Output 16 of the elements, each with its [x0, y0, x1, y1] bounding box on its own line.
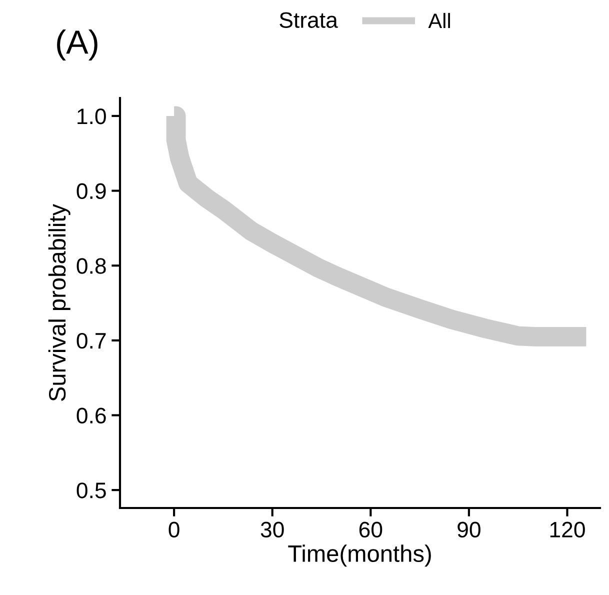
y-tick-label: 0.7 — [76, 332, 106, 349]
y-tick-label: 0.9 — [76, 183, 106, 200]
y-tick-label: 0.5 — [76, 482, 106, 498]
y-tick-label: 0.6 — [76, 408, 106, 424]
x-tick-label: 60 — [359, 522, 382, 538]
x-tick-label: 0 — [168, 522, 180, 538]
x-tick-label: 90 — [458, 522, 480, 538]
y-tick-label: 0.8 — [76, 258, 106, 274]
legend-label: All — [428, 12, 450, 28]
x-tick-label: 30 — [260, 522, 284, 538]
y-axis-title: Survival probability — [48, 204, 70, 401]
legend-title: Strata — [280, 12, 338, 28]
x-tick-label: 120 — [550, 522, 585, 538]
chart-title: (A) — [57, 29, 98, 61]
y-tick-label: 1.0 — [78, 108, 106, 124]
x-axis-title: Time(months) — [288, 544, 431, 567]
